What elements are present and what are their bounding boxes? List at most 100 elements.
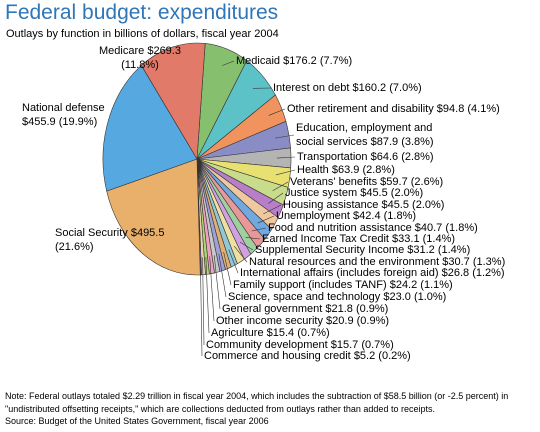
share-label: (0.7%) bbox=[361, 339, 394, 351]
value-label: $42.4 bbox=[353, 210, 381, 222]
slice-label: Food and nutrition assistance $40.7 (1.8… bbox=[268, 221, 478, 235]
slice-label: Science, space and technology $23.0 (1.0… bbox=[228, 290, 446, 304]
value-label: $23.0 bbox=[383, 291, 411, 303]
leader-line bbox=[245, 236, 261, 240]
category-label: Housing assistance bbox=[283, 199, 379, 211]
leader-line bbox=[268, 192, 284, 204]
leader-line bbox=[239, 241, 254, 251]
category-label: Science, space and technology bbox=[228, 291, 381, 303]
pie-slice bbox=[106, 158, 201, 276]
slice-label: Supplemental Security Income $31.2 (1.4%… bbox=[255, 243, 470, 257]
category-label: Veterans' benefits bbox=[290, 176, 378, 188]
slice-label: Other retirement and disability $94.8 (4… bbox=[287, 102, 500, 116]
share-label: (1.2%) bbox=[472, 267, 505, 279]
category-label: Medicare bbox=[99, 45, 145, 57]
category-label: Unemployment bbox=[276, 210, 350, 222]
share-label: (21.6%) bbox=[55, 241, 94, 253]
slice-label: International affairs (includes foreign … bbox=[240, 266, 505, 280]
value-label: $94.8 bbox=[436, 103, 465, 115]
share-label: (2.0%) bbox=[412, 199, 445, 211]
category-label: Commerce and housing credit bbox=[204, 350, 351, 362]
leader-line bbox=[268, 108, 286, 116]
value-label: $31.2 bbox=[407, 244, 435, 256]
leader-line bbox=[275, 169, 296, 176]
leader-line bbox=[209, 256, 215, 322]
value-label: $24.2 bbox=[389, 279, 418, 291]
share-label: (7.0%) bbox=[389, 82, 422, 94]
leader-line bbox=[251, 227, 267, 232]
slice-label: Unemployment $42.4 (1.8%) bbox=[276, 209, 416, 223]
category-label: General government bbox=[222, 303, 323, 315]
share-label: (1.8%) bbox=[383, 210, 417, 222]
slice-label: Medicare $269.3 (11.8%) bbox=[88, 44, 192, 72]
value-label: $5.2 bbox=[353, 350, 376, 362]
leader-line bbox=[234, 246, 248, 263]
category-label: Supplemental Security Income bbox=[255, 244, 405, 256]
leader-line bbox=[276, 156, 296, 159]
share-label: (7.7%) bbox=[319, 55, 353, 67]
leader-line bbox=[228, 249, 239, 274]
slice-label: Justice system $45.5 (2.0%) bbox=[285, 186, 423, 200]
share-label: (2.8%) bbox=[401, 151, 434, 163]
slice-label: Agriculture $15.4 (0.7%) bbox=[211, 326, 330, 340]
share-label: (1.3%) bbox=[472, 256, 506, 268]
category-label: Social Security bbox=[55, 227, 128, 239]
leader-line bbox=[205, 256, 210, 334]
category-label: Other income security bbox=[216, 315, 323, 327]
value-label: $64.6 bbox=[370, 151, 399, 163]
leader-line bbox=[200, 257, 203, 357]
slice-label: Natural resources and the environment $3… bbox=[249, 255, 505, 269]
category-label: Transportation bbox=[297, 151, 368, 163]
value-label: $21.8 bbox=[325, 303, 353, 315]
category-label: Agriculture bbox=[211, 327, 264, 339]
value-label: $495.5 bbox=[130, 227, 165, 239]
share-label: (0.2%) bbox=[378, 350, 411, 362]
slice-label: Social Security $495.5 (21.6%) bbox=[55, 226, 175, 254]
pie-slice bbox=[102, 64, 198, 192]
chart-subtitle: Outlays by function in billions of dolla… bbox=[6, 28, 279, 40]
category-label: Natural resources and the environment bbox=[249, 256, 440, 268]
category-label: Justice system bbox=[285, 187, 358, 199]
category-label: Community development bbox=[206, 339, 328, 351]
leader-line bbox=[257, 215, 275, 224]
value-label: $45.5 bbox=[360, 187, 388, 199]
pie-slice bbox=[141, 42, 206, 160]
category-label: National defense bbox=[22, 102, 105, 114]
slice-label: Housing assistance $45.5 (2.0%) bbox=[283, 198, 444, 212]
value-label: $26.8 bbox=[441, 267, 470, 279]
share-label: (1.4%) bbox=[437, 244, 471, 256]
share-label: (0.9%) bbox=[356, 315, 390, 327]
category-label: Interest on debt bbox=[273, 82, 350, 94]
share-label: (2.8%) bbox=[362, 164, 395, 176]
slice-label: National defense $455.9 (19.9%) bbox=[22, 101, 140, 129]
share-label: (4.1%) bbox=[467, 103, 500, 115]
slice-label: Medicaid $176.2 (7.7%) bbox=[236, 54, 352, 68]
share-label: (1.0%) bbox=[413, 291, 447, 303]
value-label: $87.9 bbox=[370, 136, 399, 148]
share-label: (2.6%) bbox=[410, 176, 444, 188]
slice-label: General government $21.8 (0.9%) bbox=[222, 302, 388, 316]
share-label: (1.8%) bbox=[445, 222, 478, 234]
value-label: $160.2 bbox=[352, 82, 387, 94]
slice-label: Earned Income Tax Credit $33.1 (1.4%) bbox=[262, 232, 455, 246]
share-label: (1.1%) bbox=[420, 279, 453, 291]
share-label: (1.4%) bbox=[422, 233, 456, 245]
value-label: $15.7 bbox=[330, 339, 359, 351]
value-label: $15.4 bbox=[266, 327, 295, 339]
share-label: (2.0%) bbox=[390, 187, 424, 199]
source: Source: Budget of the United States Gove… bbox=[5, 416, 269, 426]
slice-label: Education, employment and social service… bbox=[296, 121, 446, 149]
value-label: $20.9 bbox=[326, 315, 354, 327]
category-label: Education, employment and social service… bbox=[296, 122, 433, 148]
slice-label: Health $63.9 (2.8%) bbox=[297, 163, 395, 177]
category-label: Medicaid bbox=[236, 55, 281, 67]
note: Note: Federal outlays totaled $2.29 tril… bbox=[5, 391, 509, 414]
slice-label: Community development $15.7 (0.7%) bbox=[206, 338, 394, 352]
category-label: Health bbox=[297, 164, 329, 176]
slice-label: Family support (includes TANF) $24.2 (1.… bbox=[233, 278, 453, 292]
leader-line bbox=[263, 204, 282, 215]
leader-line bbox=[202, 257, 205, 346]
category-label: Food and nutrition assistance bbox=[268, 222, 412, 234]
